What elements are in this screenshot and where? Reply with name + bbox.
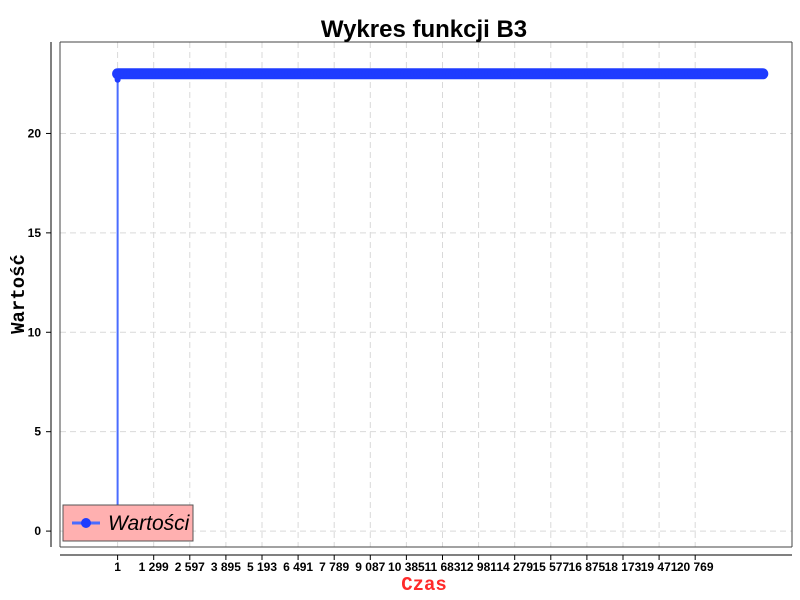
y-tick-label: 20 — [28, 126, 42, 140]
x-tick-label: 16 875 — [569, 560, 606, 574]
x-tick-label: 11 683 — [424, 560, 460, 574]
legend-marker-swatch — [81, 518, 91, 528]
axes — [50, 41, 793, 556]
grid — [60, 42, 792, 547]
x-tick-label: 2 597 — [175, 560, 205, 574]
x-tick-label: 7 789 — [319, 560, 349, 574]
series-wartosci — [112, 68, 769, 535]
ticks: 1 1 299 2 597 3 895 5 193 6 491 7 789 9 087 10 3… — [28, 126, 714, 574]
x-tick-label: 3 895 — [211, 560, 241, 574]
x-tick-label: 18 173 — [605, 560, 642, 574]
x-axis-title: Czas — [401, 574, 447, 596]
y-tick-label: 5 — [34, 425, 41, 439]
x-tick-label: 19 471 — [641, 560, 678, 574]
chart-title: Wykres funkcji B3 — [321, 16, 527, 43]
x-tick-label: 10 385 — [388, 560, 425, 574]
y-tick-label: 0 — [34, 524, 41, 538]
x-tick-label: 9 087 — [355, 560, 385, 574]
legend: Wartości — [62, 504, 194, 542]
data-point — [758, 69, 768, 79]
y-tick-label: 10 — [28, 325, 42, 339]
y-tick-label: 15 — [28, 226, 42, 240]
x-tick-label: 6 491 — [283, 560, 313, 574]
legend-label: Wartości — [108, 512, 191, 535]
data-point — [114, 70, 121, 77]
x-tick-label: 15 577 — [532, 560, 569, 574]
x-tick-label: 1 299 — [139, 560, 169, 574]
y-axis-title: Wartość — [8, 254, 30, 334]
x-tick-label: 14 279 — [496, 560, 533, 574]
x-tick-label: 5 193 — [247, 560, 277, 574]
x-tick-label: 1 — [114, 560, 121, 574]
x-tick-label: 20 769 — [677, 560, 714, 574]
x-tick-label: 12 981 — [460, 560, 497, 574]
